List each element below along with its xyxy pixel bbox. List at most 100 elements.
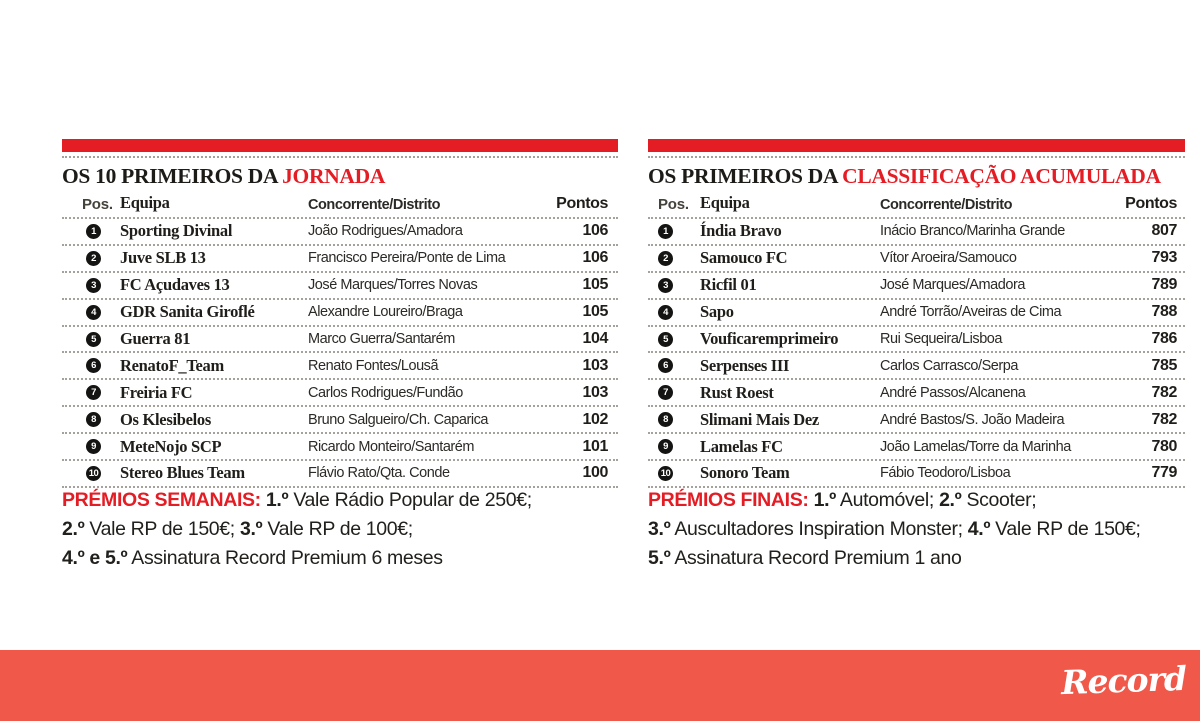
competitor-district: Rui Sequeira/Lisboa <box>880 331 1003 347</box>
table-row: 9 MeteNojo SCP Ricardo Monteiro/Santarém 10… <box>62 434 618 462</box>
competitor-district: André Bastos/S. João Madeira <box>880 411 1065 428</box>
prize-line: 2.º Vale RP de 150€; 3.º Vale RP de 100€… <box>62 518 413 540</box>
team-name: Sporting Divinal <box>120 221 233 241</box>
table-row: 10 Stereo Blues Team Flávio Rato/Qta. Cond… <box>62 461 618 488</box>
team-name: Os Klesibelos <box>120 409 211 429</box>
pos-cell: 4 <box>648 304 700 320</box>
pos-cell: 7 <box>648 385 700 401</box>
table-row: 2 Samouco FC Vítor Aroeira/Samouco 793 <box>648 246 1185 273</box>
points-value: 102 <box>582 410 609 428</box>
footer-band: Record <box>0 650 1200 721</box>
rank-badge: 5 <box>658 331 673 347</box>
prize-line: 3.º Auscultadores Inspiration Monster; 4… <box>648 518 1141 540</box>
column-headers: Pos. Equipa Concorrente/Distrito Pontos <box>648 193 1185 219</box>
points-value: 100 <box>582 464 609 482</box>
col-pos: Pos. <box>82 196 113 213</box>
team-name: Sapo <box>700 302 734 322</box>
rank-badge: 10 <box>86 465 101 481</box>
table-row: 3 FC Açudaves 13 José Marques/Torres Novas… <box>62 273 618 300</box>
points-value: 779 <box>1151 464 1178 482</box>
team-name: GDR Sanita Giroflé <box>120 302 255 322</box>
points-value: 105 <box>582 276 609 294</box>
rank-badge: 6 <box>86 358 101 374</box>
prizes-label: PRÉMIOS SEMANAIS: <box>62 489 261 511</box>
pos-cell: 2 <box>62 250 120 266</box>
col-team: Equipa <box>700 193 750 212</box>
acumulada-table-panel: OS PRIMEIROS DA CLASSIFICAÇÃO ACUMULADA … <box>648 139 1185 488</box>
competitor-district: Fábio Teodoro/Lisboa <box>880 465 1011 482</box>
rank-badge: 1 <box>658 223 673 239</box>
pos-cell: 3 <box>648 277 700 293</box>
competitor-district: Carlos Rodrigues/Fundão <box>308 384 463 401</box>
points-value: 104 <box>582 330 609 347</box>
team-name: Serpenses III <box>700 355 790 375</box>
points-value: 106 <box>582 222 609 240</box>
points-value: 785 <box>1151 356 1178 374</box>
points-value: 788 <box>1151 303 1178 321</box>
table-row: 6 Serpenses III Carlos Carrasco/Serpa 785 <box>648 353 1185 381</box>
points-value: 780 <box>1151 437 1178 455</box>
points-value: 106 <box>582 249 609 267</box>
team-name: Vouficaremprimeiro <box>700 329 839 348</box>
team-name: Ricfil 01 <box>700 275 757 295</box>
competitor-district: André Torrão/Aveiras de Cima <box>880 304 1062 321</box>
pos-cell: 5 <box>648 331 700 347</box>
title-red: CLASSIFICAÇÃO ACUMULADA <box>842 164 1161 188</box>
red-bar <box>62 139 618 152</box>
prize-line: 4.º e 5.º Assinatura Record Premium 6 me… <box>62 547 443 569</box>
pos-cell: 4 <box>62 304 120 320</box>
points-value: 103 <box>582 383 609 401</box>
prizes-label: PRÉMIOS FINAIS: <box>648 489 809 511</box>
pos-cell: 3 <box>62 277 120 293</box>
points-value: 103 <box>582 356 609 374</box>
competitor-district: Inácio Branco/Marinha Grande <box>880 223 1065 240</box>
pos-cell: 1 <box>62 223 120 239</box>
rank-badge: 9 <box>658 439 673 455</box>
pos-cell: 9 <box>62 439 120 455</box>
pos-cell: 10 <box>62 465 120 481</box>
points-value: 782 <box>1151 383 1178 401</box>
dotted-divider <box>62 156 618 158</box>
rank-badge: 3 <box>658 277 673 293</box>
pos-cell: 1 <box>648 223 700 239</box>
competitor-district: Francisco Pereira/Ponte de Lima <box>308 250 506 267</box>
rank-badge: 6 <box>658 358 673 374</box>
table-row: 9 Lamelas FC João Lamelas/Torre da Marinha… <box>648 434 1185 462</box>
pos-cell: 5 <box>62 331 120 347</box>
competitor-district: Renato Fontes/Lousã <box>308 357 439 374</box>
rank-badge: 4 <box>86 304 101 320</box>
table-row: 7 Rust Roest André Passos/Alcanena 782 <box>648 380 1185 408</box>
pos-cell: 7 <box>62 385 120 401</box>
table-row: 8 Slimani Mais Dez André Bastos/S. João Ma… <box>648 407 1185 435</box>
competitor-district: André Passos/Alcanena <box>880 384 1026 401</box>
competitor-district: Alexandre Loureiro/Braga <box>308 304 463 321</box>
table-row: 4 Sapo André Torrão/Aveiras de Cima 788 <box>648 300 1185 327</box>
jornada-title: OS 10 PRIMEIROS DA JORNADA <box>62 164 618 189</box>
points-value: 807 <box>1151 222 1178 240</box>
pos-cell: 10 <box>648 465 700 481</box>
dotted-divider <box>648 156 1185 158</box>
prize-line: 5.º Assinatura Record Premium 1 ano <box>648 547 962 569</box>
team-name: MeteNojo SCP <box>120 436 222 456</box>
rank-badge: 8 <box>86 412 101 428</box>
competitor-district: Vítor Aroeira/Samouco <box>880 250 1017 267</box>
rank-badge: 2 <box>658 250 673 266</box>
team-name: Índia Bravo <box>700 221 782 241</box>
rank-badge: 1 <box>86 223 101 239</box>
team-name: Guerra 81 <box>120 329 191 348</box>
prize-line: PRÉMIOS FINAIS: 1.º Automóvel; 2.º Scoot… <box>648 489 1037 511</box>
table-row: 3 Ricfil 01 José Marques/Amadora 789 <box>648 273 1185 300</box>
table-row: 7 Freiria FC Carlos Rodrigues/Fundão 103 <box>62 380 618 408</box>
column-headers: Pos. Equipa Concorrente/Distrito Pontos <box>62 193 618 219</box>
competitor-district: Flávio Rato/Qta. Conde <box>308 465 450 482</box>
rank-badge: 3 <box>86 277 101 293</box>
table-row: 5 Vouficaremprimeiro Rui Sequeira/Lisboa 78… <box>648 327 1185 354</box>
col-team: Equipa <box>120 193 170 212</box>
title-black: OS 10 PRIMEIROS DA <box>62 164 283 188</box>
table-row: 6 RenatoF_Team Renato Fontes/Lousã 103 <box>62 353 618 381</box>
pos-cell: 6 <box>62 358 120 374</box>
team-name: Juve SLB 13 <box>120 248 206 268</box>
competitor-district: Carlos Carrasco/Serpa <box>880 357 1019 374</box>
rank-badge: 5 <box>86 331 101 347</box>
team-name: Lamelas FC <box>700 436 783 456</box>
